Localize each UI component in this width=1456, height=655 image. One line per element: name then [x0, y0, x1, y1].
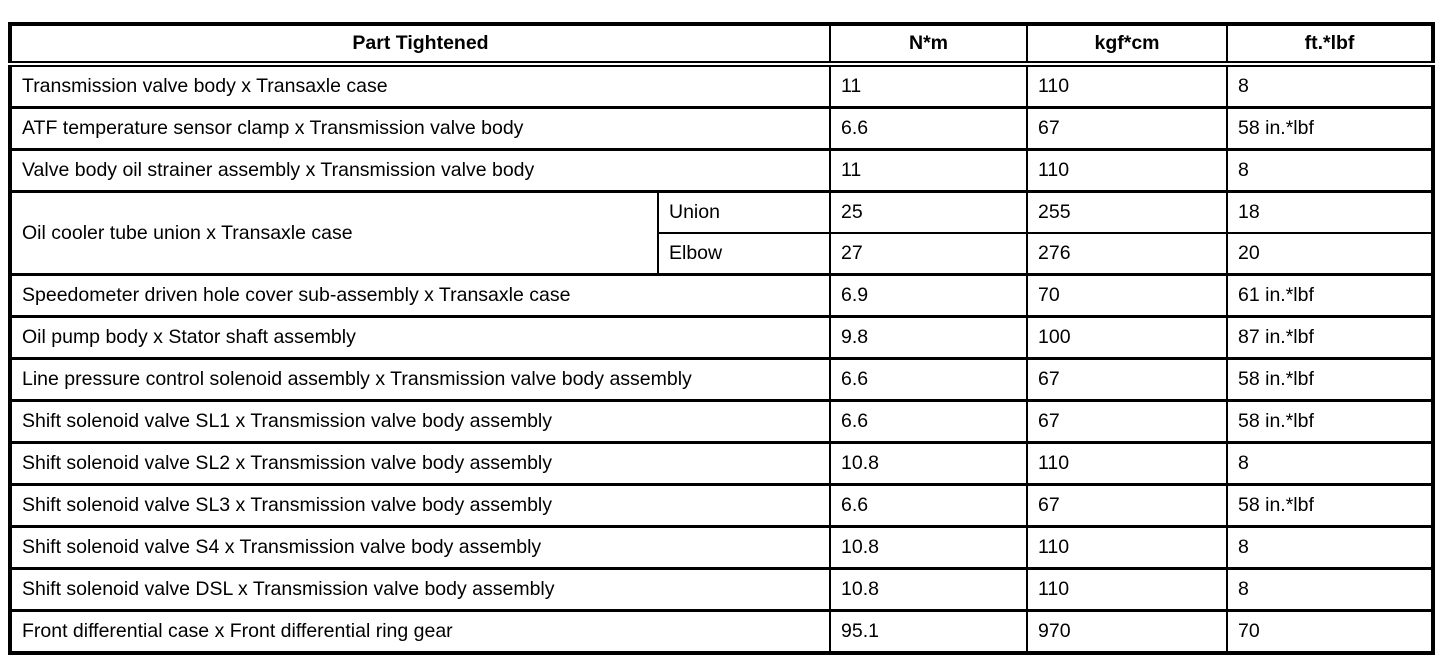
nm-cell: 9.8 [829, 315, 1029, 360]
torque-spec-table: Part Tightened N*m kgf*cm ft.*lbf Transm… [8, 22, 1436, 655]
nm-cell: 6.6 [829, 357, 1029, 402]
ftlbf-cell: 87 in.*lbf [1226, 315, 1435, 360]
part-cell: ATF temperature sensor clamp x Transmiss… [8, 106, 832, 151]
ftlbf-cell: 58 in.*lbf [1226, 106, 1435, 151]
table-header-row: Part Tightened N*m kgf*cm ft.*lbf [8, 22, 1435, 67]
nm-cell: 6.6 [829, 399, 1029, 444]
part-cell: Front differential case x Front differen… [8, 609, 832, 655]
table-row: Shift solenoid valve SL2 x Transmission … [8, 441, 1435, 486]
table-row: Shift solenoid valve SL1 x Transmission … [8, 399, 1435, 444]
col-header-part: Part Tightened [8, 22, 832, 67]
part-cell: Speedometer driven hole cover sub-assemb… [8, 273, 832, 318]
table-row: Valve body oil strainer assembly x Trans… [8, 148, 1435, 193]
kgfcm-cell: 255 [1026, 190, 1229, 234]
nm-cell: 10.8 [829, 567, 1029, 612]
part-cell: Valve body oil strainer assembly x Trans… [8, 148, 832, 193]
nm-cell: 11 [829, 62, 1029, 109]
kgfcm-cell: 110 [1026, 441, 1229, 486]
table-row: Oil pump body x Stator shaft assembly 9.… [8, 315, 1435, 360]
table-row: Speedometer driven hole cover sub-assemb… [8, 273, 1435, 318]
table-row: Transmission valve body x Transaxle case… [8, 62, 1435, 109]
table-row: Elbow 27 276 20 [10, 232, 1435, 276]
kgfcm-cell: 110 [1026, 148, 1229, 193]
part-cell: Shift solenoid valve DSL x Transmission … [8, 567, 832, 612]
part-cell: Oil cooler tube union x Transaxle case [9, 190, 659, 276]
table-row: ATF temperature sensor clamp x Transmiss… [8, 106, 1435, 151]
variant-label-cell: Elbow [656, 232, 832, 276]
table-row: Oil cooler tube union x Transaxle case U… [9, 190, 1435, 276]
kgfcm-cell: 67 [1026, 399, 1229, 444]
nm-cell: 95.1 [829, 609, 1029, 655]
ftlbf-cell: 58 in.*lbf [1226, 483, 1435, 528]
nm-cell: 10.8 [829, 525, 1029, 570]
ftlbf-cell: 70 [1226, 609, 1435, 655]
table-row: Shift solenoid valve DSL x Transmission … [8, 567, 1435, 612]
col-header-ftlbf: ft.*lbf [1226, 22, 1435, 67]
part-cell: Shift solenoid valve SL3 x Transmission … [8, 483, 832, 528]
ftlbf-cell: 8 [1226, 62, 1435, 109]
kgfcm-cell: 100 [1026, 315, 1229, 360]
col-header-nm: N*m [829, 22, 1029, 67]
variant-label-cell: Union [656, 190, 832, 234]
kgfcm-cell: 67 [1026, 106, 1229, 151]
ftlbf-cell: 18 [1226, 190, 1435, 234]
kgfcm-cell: 970 [1026, 609, 1229, 655]
kgfcm-cell: 110 [1026, 525, 1229, 570]
ftlbf-cell: 8 [1226, 441, 1435, 486]
table-row: Shift solenoid valve SL3 x Transmission … [8, 483, 1435, 528]
part-cell: Shift solenoid valve SL2 x Transmission … [8, 441, 832, 486]
nm-cell: 10.8 [829, 441, 1029, 486]
ftlbf-cell: 58 in.*lbf [1226, 399, 1435, 444]
part-cell: Oil pump body x Stator shaft assembly [8, 315, 832, 360]
kgfcm-cell: 110 [1026, 567, 1229, 612]
part-cell: Line pressure control solenoid assembly … [8, 357, 832, 402]
nm-cell: 6.6 [829, 106, 1029, 151]
kgfcm-cell: 276 [1026, 232, 1229, 276]
col-header-kgfcm: kgf*cm [1026, 22, 1229, 67]
nm-cell: 6.9 [829, 273, 1029, 318]
ftlbf-cell: 20 [1226, 232, 1435, 276]
table-row: Line pressure control solenoid assembly … [8, 357, 1435, 402]
manual-page: Part Tightened N*m kgf*cm ft.*lbf Transm… [8, 22, 1436, 655]
part-cell: Shift solenoid valve S4 x Transmission v… [8, 525, 832, 570]
ftlbf-cell: 8 [1226, 525, 1435, 570]
ftlbf-cell: 8 [1226, 148, 1435, 193]
table-row: Shift solenoid valve S4 x Transmission v… [8, 525, 1435, 570]
kgfcm-cell: 70 [1026, 273, 1229, 318]
nm-cell: 11 [829, 148, 1029, 193]
kgfcm-cell: 67 [1026, 357, 1229, 402]
part-cell: Transmission valve body x Transaxle case [8, 62, 832, 109]
kgfcm-cell: 67 [1026, 483, 1229, 528]
ftlbf-cell: 61 in.*lbf [1226, 273, 1435, 318]
nm-cell: 27 [829, 232, 1029, 276]
nm-cell: 25 [829, 190, 1029, 234]
nm-cell: 6.6 [829, 483, 1029, 528]
table-row: Front differential case x Front differen… [8, 609, 1435, 655]
ftlbf-cell: 8 [1226, 567, 1435, 612]
part-cell: Shift solenoid valve SL1 x Transmission … [8, 399, 832, 444]
kgfcm-cell: 110 [1026, 62, 1229, 109]
ftlbf-cell: 58 in.*lbf [1226, 357, 1435, 402]
